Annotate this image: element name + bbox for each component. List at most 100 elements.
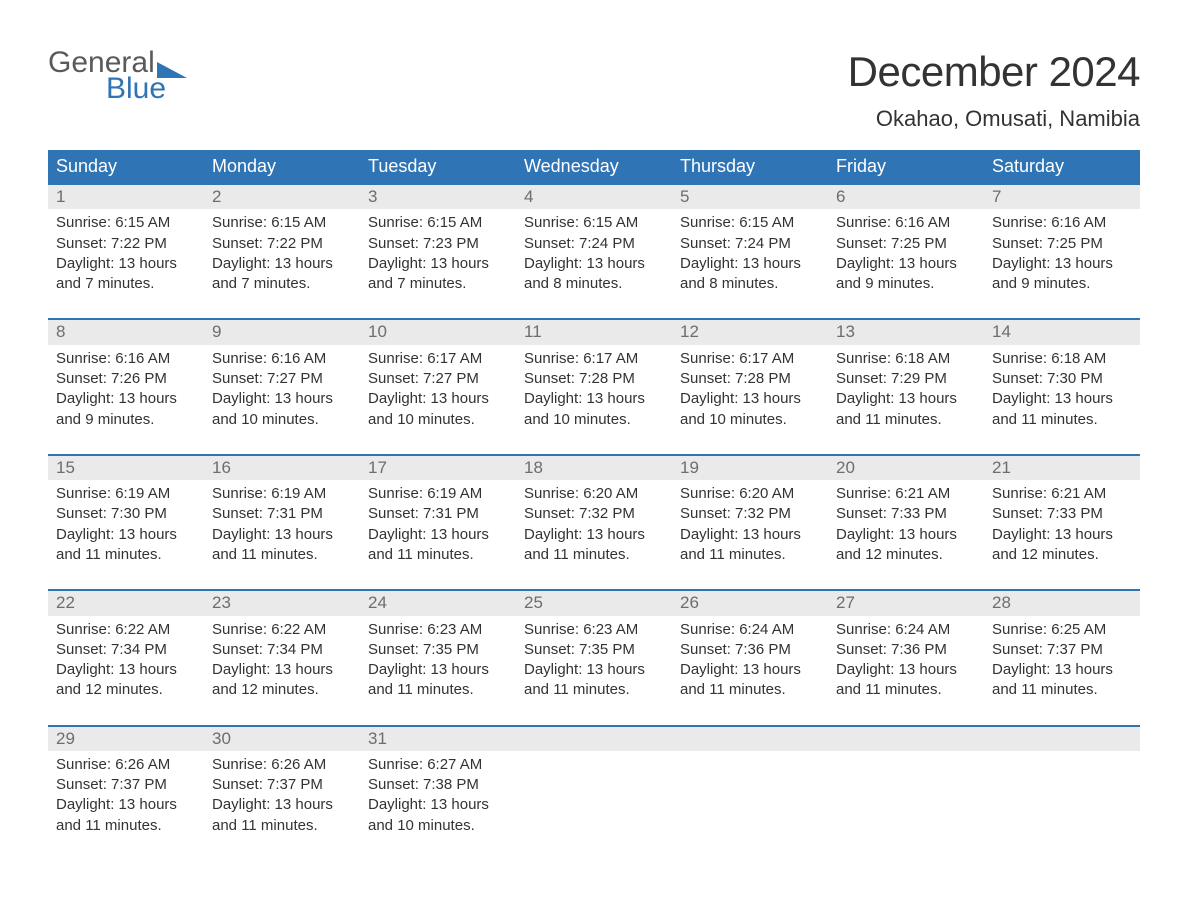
- day-line-d2: and 11 minutes.: [836, 410, 976, 430]
- day-body: Sunrise: 6:15 AMSunset: 7:23 PMDaylight:…: [360, 209, 516, 318]
- day-cell: 8Sunrise: 6:16 AMSunset: 7:26 PMDaylight…: [48, 319, 204, 454]
- day-line-ss: Sunset: 7:38 PM: [368, 775, 508, 795]
- week-row: 22Sunrise: 6:22 AMSunset: 7:34 PMDayligh…: [48, 590, 1140, 725]
- day-line-ss: Sunset: 7:35 PM: [368, 640, 508, 660]
- day-line-sr: Sunrise: 6:17 AM: [368, 349, 508, 369]
- day-line-d1: Daylight: 13 hours: [992, 254, 1132, 274]
- day-body-empty: [984, 751, 1140, 851]
- day-line-d2: and 8 minutes.: [680, 274, 820, 294]
- day-cell: 6Sunrise: 6:16 AMSunset: 7:25 PMDaylight…: [828, 184, 984, 319]
- day-number: 9: [204, 320, 360, 344]
- day-number-empty: [984, 727, 1140, 751]
- day-line-sr: Sunrise: 6:22 AM: [212, 620, 352, 640]
- day-cell: 17Sunrise: 6:19 AMSunset: 7:31 PMDayligh…: [360, 455, 516, 590]
- day-line-ss: Sunset: 7:32 PM: [524, 504, 664, 524]
- day-cell: 18Sunrise: 6:20 AMSunset: 7:32 PMDayligh…: [516, 455, 672, 590]
- day-body: Sunrise: 6:23 AMSunset: 7:35 PMDaylight:…: [516, 616, 672, 725]
- day-number: 11: [516, 320, 672, 344]
- day-line-sr: Sunrise: 6:20 AM: [680, 484, 820, 504]
- day-number: 15: [48, 456, 204, 480]
- day-line-d1: Daylight: 13 hours: [992, 525, 1132, 545]
- day-line-d2: and 11 minutes.: [212, 816, 352, 836]
- day-line-d2: and 11 minutes.: [212, 545, 352, 565]
- day-line-d2: and 11 minutes.: [680, 680, 820, 700]
- day-line-d2: and 10 minutes.: [524, 410, 664, 430]
- day-line-sr: Sunrise: 6:27 AM: [368, 755, 508, 775]
- day-cell: [672, 726, 828, 860]
- location-subtitle: Okahao, Omusati, Namibia: [848, 106, 1140, 132]
- day-line-sr: Sunrise: 6:15 AM: [680, 213, 820, 233]
- day-line-d2: and 11 minutes.: [368, 680, 508, 700]
- day-cell: 16Sunrise: 6:19 AMSunset: 7:31 PMDayligh…: [204, 455, 360, 590]
- day-line-sr: Sunrise: 6:17 AM: [524, 349, 664, 369]
- day-line-d1: Daylight: 13 hours: [56, 389, 196, 409]
- day-line-sr: Sunrise: 6:21 AM: [992, 484, 1132, 504]
- day-number: 23: [204, 591, 360, 615]
- day-line-d2: and 10 minutes.: [368, 816, 508, 836]
- day-line-ss: Sunset: 7:34 PM: [56, 640, 196, 660]
- day-line-ss: Sunset: 7:23 PM: [368, 234, 508, 254]
- day-cell: [828, 726, 984, 860]
- day-body: Sunrise: 6:15 AMSunset: 7:22 PMDaylight:…: [48, 209, 204, 318]
- day-number: 20: [828, 456, 984, 480]
- day-number: 8: [48, 320, 204, 344]
- day-line-d1: Daylight: 13 hours: [368, 525, 508, 545]
- day-line-d1: Daylight: 13 hours: [992, 660, 1132, 680]
- day-line-d1: Daylight: 13 hours: [836, 254, 976, 274]
- day-body: Sunrise: 6:16 AMSunset: 7:25 PMDaylight:…: [984, 209, 1140, 318]
- day-cell: [516, 726, 672, 860]
- day-line-d1: Daylight: 13 hours: [212, 254, 352, 274]
- day-body: Sunrise: 6:23 AMSunset: 7:35 PMDaylight:…: [360, 616, 516, 725]
- day-line-ss: Sunset: 7:35 PM: [524, 640, 664, 660]
- day-line-d2: and 7 minutes.: [56, 274, 196, 294]
- day-line-d2: and 12 minutes.: [992, 545, 1132, 565]
- day-cell: 20Sunrise: 6:21 AMSunset: 7:33 PMDayligh…: [828, 455, 984, 590]
- week-row: 29Sunrise: 6:26 AMSunset: 7:37 PMDayligh…: [48, 726, 1140, 860]
- day-line-sr: Sunrise: 6:19 AM: [56, 484, 196, 504]
- day-cell: 12Sunrise: 6:17 AMSunset: 7:28 PMDayligh…: [672, 319, 828, 454]
- day-line-ss: Sunset: 7:30 PM: [992, 369, 1132, 389]
- day-number: 30: [204, 727, 360, 751]
- day-line-sr: Sunrise: 6:23 AM: [368, 620, 508, 640]
- day-line-d2: and 10 minutes.: [680, 410, 820, 430]
- day-number: 21: [984, 456, 1140, 480]
- day-line-sr: Sunrise: 6:20 AM: [524, 484, 664, 504]
- day-line-ss: Sunset: 7:28 PM: [680, 369, 820, 389]
- weekday-header: Sunday: [48, 150, 204, 184]
- day-line-sr: Sunrise: 6:15 AM: [212, 213, 352, 233]
- day-line-d1: Daylight: 13 hours: [524, 660, 664, 680]
- day-body: Sunrise: 6:21 AMSunset: 7:33 PMDaylight:…: [984, 480, 1140, 589]
- day-line-d1: Daylight: 13 hours: [992, 389, 1132, 409]
- day-line-ss: Sunset: 7:37 PM: [212, 775, 352, 795]
- day-line-sr: Sunrise: 6:26 AM: [56, 755, 196, 775]
- day-line-sr: Sunrise: 6:17 AM: [680, 349, 820, 369]
- day-line-d2: and 11 minutes.: [56, 816, 196, 836]
- day-line-d1: Daylight: 13 hours: [56, 795, 196, 815]
- day-line-sr: Sunrise: 6:19 AM: [212, 484, 352, 504]
- day-line-d1: Daylight: 13 hours: [368, 660, 508, 680]
- day-line-ss: Sunset: 7:34 PM: [212, 640, 352, 660]
- day-line-d2: and 9 minutes.: [836, 274, 976, 294]
- day-line-sr: Sunrise: 6:23 AM: [524, 620, 664, 640]
- day-body-empty: [828, 751, 984, 851]
- day-line-ss: Sunset: 7:27 PM: [368, 369, 508, 389]
- day-line-ss: Sunset: 7:33 PM: [836, 504, 976, 524]
- day-line-d1: Daylight: 13 hours: [524, 525, 664, 545]
- day-number: 16: [204, 456, 360, 480]
- day-body-empty: [516, 751, 672, 851]
- day-line-d2: and 11 minutes.: [992, 680, 1132, 700]
- weekday-header: Thursday: [672, 150, 828, 184]
- day-line-d1: Daylight: 13 hours: [524, 389, 664, 409]
- day-cell: 4Sunrise: 6:15 AMSunset: 7:24 PMDaylight…: [516, 184, 672, 319]
- day-line-d2: and 12 minutes.: [56, 680, 196, 700]
- day-number: 3: [360, 185, 516, 209]
- day-cell: 21Sunrise: 6:21 AMSunset: 7:33 PMDayligh…: [984, 455, 1140, 590]
- calendar-table: SundayMondayTuesdayWednesdayThursdayFrid…: [48, 150, 1140, 860]
- day-body: Sunrise: 6:17 AMSunset: 7:27 PMDaylight:…: [360, 345, 516, 454]
- day-line-d2: and 10 minutes.: [212, 410, 352, 430]
- day-body: Sunrise: 6:16 AMSunset: 7:27 PMDaylight:…: [204, 345, 360, 454]
- day-line-d2: and 12 minutes.: [212, 680, 352, 700]
- day-body: Sunrise: 6:27 AMSunset: 7:38 PMDaylight:…: [360, 751, 516, 860]
- day-line-d1: Daylight: 13 hours: [56, 525, 196, 545]
- day-number: 12: [672, 320, 828, 344]
